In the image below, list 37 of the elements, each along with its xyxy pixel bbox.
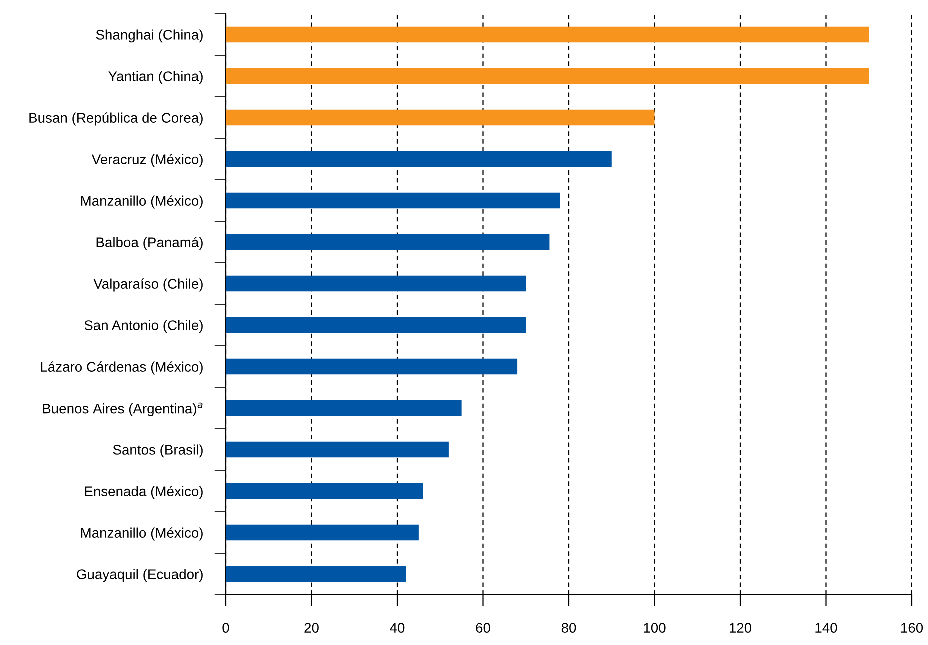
bar xyxy=(226,151,612,168)
x-tick-label: 60 xyxy=(476,623,490,633)
y-tick-label: Manzanillo (México) xyxy=(81,528,203,541)
y-tick-label: Buenos Aires (Argentina)$^{a}$ xyxy=(43,402,203,416)
y-tick-label: San Antonio (Chile) xyxy=(84,320,203,334)
bar xyxy=(226,26,870,43)
y-tick-label: Santos (Brasil) xyxy=(113,444,203,458)
y-tick-label: Guayaquil (Ecuador) xyxy=(77,569,203,582)
y-tick-label: Veracruz (México) xyxy=(92,154,203,168)
x-tick-label: 80 xyxy=(562,623,576,633)
bar xyxy=(226,358,518,375)
y-tick-label: Lázaro Cárdenas (México) xyxy=(41,362,203,375)
bar xyxy=(226,524,419,541)
x-tick-label: 160 xyxy=(901,623,924,633)
bar xyxy=(226,110,655,126)
bar xyxy=(226,192,560,209)
y-tick-label: Ensenada (México) xyxy=(85,486,203,500)
y-tick-label: Valparaíso (Chile) xyxy=(94,278,203,292)
bar xyxy=(226,400,462,416)
bar xyxy=(226,68,870,84)
x-tick-label: 20 xyxy=(304,623,319,633)
bar xyxy=(226,566,406,582)
y-tick-label: Manzanillo (México) xyxy=(81,196,203,209)
bar xyxy=(226,276,526,292)
x-tick-label: 40 xyxy=(390,623,405,633)
bar xyxy=(226,234,550,250)
y-tick-label: Yantian (China) xyxy=(108,71,203,84)
bar xyxy=(226,317,526,334)
x-tick-label: 100 xyxy=(644,623,666,633)
bar xyxy=(226,483,424,500)
bar xyxy=(226,442,449,458)
x-tick-label: 140 xyxy=(816,623,838,633)
y-tick-label: Balboa (Panamá) xyxy=(96,237,203,250)
x-tick-label: 120 xyxy=(730,623,752,633)
y-tick-label: Shanghai (China) xyxy=(96,30,203,43)
y-tick-label: Busan (República de Corea) xyxy=(30,112,203,126)
x-tick-label: 0 xyxy=(222,623,230,633)
